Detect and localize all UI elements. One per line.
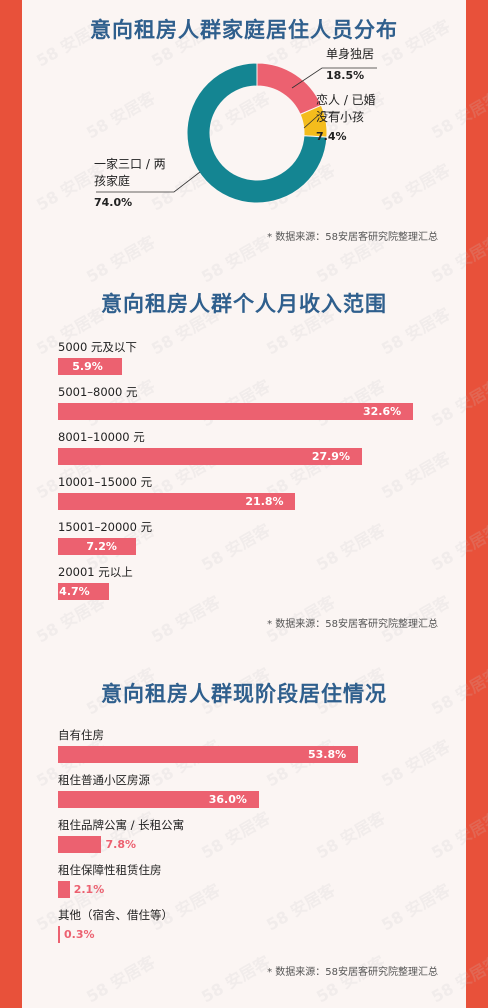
bar-value-label: 5.9%: [72, 360, 103, 373]
leader-line-family: [96, 171, 201, 193]
category-label: 20001 元以上: [58, 565, 133, 579]
bar: [58, 746, 358, 763]
source-note-1: * 数据来源：58安居客研究院整理汇总: [267, 232, 438, 243]
bar-value-label: 7.8%: [105, 838, 136, 851]
watermark-text: 58 安居客: [378, 448, 454, 503]
bar: [58, 493, 296, 510]
category-label: 租住品牌公寓 / 长租公寓: [58, 818, 185, 832]
bar-value-label: 4.7%: [59, 585, 90, 598]
category-label: 8001–10000 元: [58, 430, 145, 444]
bar-value-label: 2.1%: [73, 883, 105, 896]
pie-label-couple-text: 恋人 / 已婚没有小孩: [316, 93, 376, 124]
pie-slice-2: [186, 62, 328, 204]
bar-value-label: 53.8%: [308, 748, 347, 761]
bar: [58, 538, 137, 555]
category-label: 自有住房: [58, 728, 104, 742]
watermark-text: 58 安居客: [81, 373, 159, 432]
watermark-text: 58 安居客: [196, 373, 274, 432]
watermark-text: 58 安居客: [263, 880, 339, 935]
infographic-panel: 58 安居客 58 安居客 58 安居客 58 安居客 58 安居客 58 安居客 58 安…: [22, 0, 488, 1008]
category-label: 租住保障性租赁住房: [58, 863, 162, 877]
bar: [58, 926, 60, 943]
pie-leader-lines: [96, 67, 377, 193]
watermark-text: 58 安居客: [83, 952, 159, 1007]
pie-label-single-text: 单身独居: [326, 47, 375, 61]
watermark-text: 58 安居客: [148, 592, 224, 647]
pie-label-single: 单身独居 18.5%: [326, 46, 374, 84]
watermark-text: 58 安居客: [83, 808, 159, 863]
chart3-title: 意向租房人群现阶段居住情况: [101, 682, 387, 706]
pie-label-family-text: 一家三口 / 两孩家庭: [94, 157, 166, 188]
pie-pct-family: 74.0%: [94, 196, 133, 209]
bar-value-label: 32.6%: [363, 405, 402, 418]
category-label: 5001–8000 元: [58, 385, 138, 399]
watermark-text: 58 安居客: [378, 880, 454, 935]
bar: [58, 583, 110, 600]
category-label: 租住普通小区房源: [58, 773, 150, 787]
watermark-text: 58 安居客: [428, 376, 488, 431]
source-note-2: * 数据来源：58安居客研究院整理汇总: [267, 619, 438, 630]
watermark-text: 58 安居客: [311, 373, 389, 432]
watermark-text: 58 安居客: [198, 520, 274, 575]
watermark-text: 58 安居客: [148, 880, 224, 935]
pie-label-couple: 恋人 / 已婚没有小孩 7.4%: [316, 92, 386, 145]
watermark-text: 58 安居客: [428, 520, 488, 575]
watermark-text: 58 安居客: [428, 952, 488, 1007]
bar: [58, 448, 362, 465]
chart1-title: 意向租房人群家庭居住人员分布: [90, 18, 398, 42]
pie-pct-single: 18.5%: [326, 69, 365, 82]
watermark-text: 58 安居客: [313, 808, 389, 863]
source-note-3: * 数据来源：58安居客研究院整理汇总: [267, 967, 438, 978]
bar: [58, 881, 70, 898]
chart2-title: 意向租房人群个人月收入范围: [101, 292, 387, 316]
bar: [58, 358, 123, 375]
category-label: 5000 元及以下: [58, 340, 137, 354]
leader-line-single: [291, 67, 377, 89]
bar: [58, 791, 259, 808]
bar-value-label: 36.0%: [208, 793, 247, 806]
donut-chart: [186, 62, 328, 204]
watermark-text: 58 安居客: [198, 952, 274, 1007]
category-label: 10001–15000 元: [58, 475, 153, 489]
watermark-text: 58 安居客: [198, 808, 274, 863]
watermark-text: 58 安居客: [313, 952, 389, 1007]
bar: [58, 403, 413, 420]
watermark-text: 58 安居客: [313, 520, 389, 575]
pie-pct-couple: 7.4%: [316, 130, 347, 143]
bar-value-label: 27.9%: [311, 450, 350, 463]
bar-value-label: 0.3%: [64, 928, 95, 941]
bar: [58, 836, 102, 853]
category-label: 其他（宿舍、借住等）: [58, 908, 173, 922]
bar-value-label: 7.2%: [86, 540, 117, 553]
pie-label-family: 一家三口 / 两孩家庭 74.0%: [94, 156, 174, 211]
watermark-text: 58 安居客: [378, 736, 454, 791]
category-label: 15001–20000 元: [58, 520, 153, 534]
watermark-text: 58 安居客: [428, 808, 488, 863]
bar-value-label: 21.8%: [245, 495, 284, 508]
leader-line-couple: [303, 111, 340, 129]
